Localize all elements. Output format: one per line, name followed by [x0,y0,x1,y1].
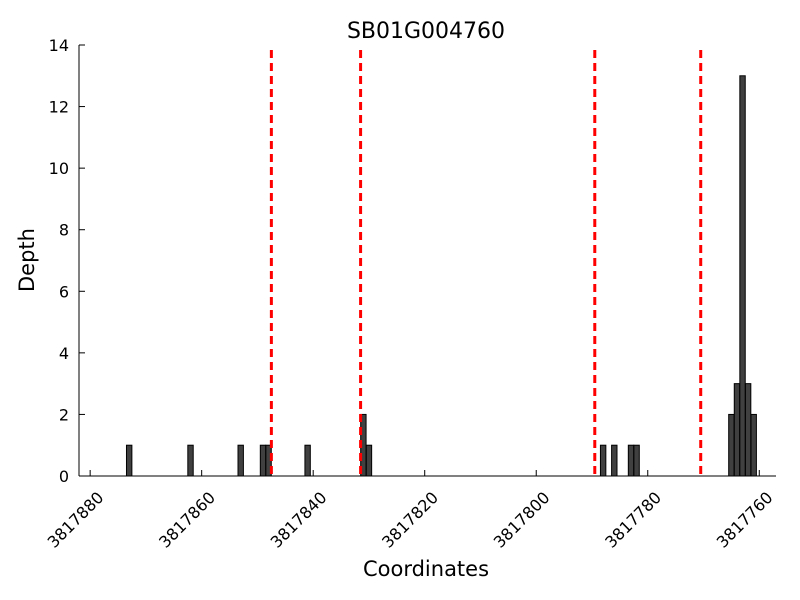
bar [259,444,267,477]
y-tick-label: 8 [59,221,69,240]
bar [728,413,735,477]
bar [304,444,311,477]
bar [599,444,607,477]
plot-area [125,50,757,477]
x-tick-label: 3817800 [490,488,554,552]
bar [750,413,757,477]
x-tick-label: 3817780 [601,488,665,552]
y-axis-label: Depth [15,228,39,292]
x-tick-label: 3817880 [44,488,108,552]
bar [187,444,194,477]
x-tick-label: 3817820 [378,488,442,552]
y-tick-label: 14 [49,36,69,55]
x-axis: 3817880 3817860 3817840 3817820 3817800 38177… [44,470,777,552]
x-tick-label: 3817860 [155,488,219,552]
bar [739,75,746,477]
bar [627,444,635,477]
y-axis: 0 2 4 6 8 10 12 14 [49,36,85,486]
bar [237,444,244,477]
y-tick-label: 0 [59,467,69,486]
y-tick-label: 12 [49,98,69,117]
y-tick-label: 2 [59,405,69,424]
bar [365,444,373,477]
bar [633,444,640,477]
x-axis-label: Coordinates [363,557,489,581]
y-tick-label: 6 [59,282,69,301]
bar [744,383,752,477]
bar [733,383,741,477]
y-tick-label: 4 [59,344,69,363]
chart-title: SB01G004760 [347,19,505,44]
y-tick-label: 10 [49,159,69,178]
x-tick-label: 3817760 [713,488,777,552]
bar [611,444,618,477]
bar [125,444,133,477]
x-tick-label: 3817840 [267,488,331,552]
